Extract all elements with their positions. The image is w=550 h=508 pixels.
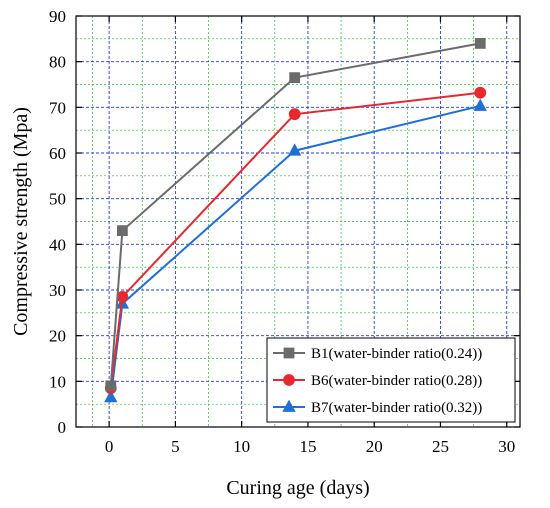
legend-marker <box>283 374 295 386</box>
x-tick-label: 0 <box>105 437 114 456</box>
legend-box <box>266 337 516 423</box>
legend-label: B7(water-binder ratio(0.32)) <box>311 400 482 416</box>
y-tick-label: 50 <box>49 190 66 209</box>
plot-frame <box>75 15 521 428</box>
y-tick-label: 60 <box>49 144 66 163</box>
y-tick-label: 0 <box>58 418 67 437</box>
data-point <box>473 98 487 111</box>
data-point <box>288 143 302 156</box>
x-tick-label: 25 <box>432 437 449 456</box>
y-tick-label: 40 <box>49 235 66 254</box>
y-tick-label: 30 <box>49 281 66 300</box>
x-tick-label: 20 <box>366 437 383 456</box>
legend-marker <box>282 399 296 412</box>
legend-item: B6(water-binder ratio(0.28)) <box>273 373 482 389</box>
data-point <box>474 38 486 49</box>
legend-label: B6(water-binder ratio(0.28)) <box>311 373 482 389</box>
legend-label: B1(water-binder ratio(0.24)) <box>311 346 482 362</box>
legend: B1(water-binder ratio(0.24)) B6(water-bin… <box>266 337 516 423</box>
x-tick-label: 10 <box>233 437 250 456</box>
y-tick-label: 70 <box>49 98 66 117</box>
data-point <box>105 380 117 392</box>
data-point <box>104 389 118 403</box>
x-tick-label: 5 <box>171 437 180 456</box>
data-point <box>474 86 487 99</box>
legend-item: B7(water-binder ratio(0.32)) <box>273 399 482 416</box>
data-point <box>289 72 301 84</box>
series-3 <box>104 98 487 403</box>
x-tick-label: 15 <box>299 437 316 456</box>
data-point <box>288 108 301 121</box>
y-tick-label: 20 <box>49 327 66 346</box>
x-axis-title: Curing age (days) <box>226 477 369 499</box>
y-axis-title: Compressive strength (Mpa) <box>10 107 32 336</box>
series-line <box>109 91 481 389</box>
series-1 <box>105 38 486 392</box>
axes: 0 5 10 15 20 25 30 0 10 20 30 40 50 60 70 80 90 <box>49 7 520 456</box>
series-line <box>109 104 481 398</box>
y-tick-label: 80 <box>49 53 66 72</box>
legend-marker <box>283 347 295 359</box>
series-line <box>109 42 481 386</box>
x-tick-label: 30 <box>498 437 515 456</box>
legend-item: B1(water-binder ratio(0.24)) <box>273 346 482 362</box>
y-tick-label: 90 <box>49 7 66 26</box>
series-layer <box>104 38 487 403</box>
data-point <box>116 225 128 237</box>
y-tick-label: 10 <box>49 372 66 391</box>
